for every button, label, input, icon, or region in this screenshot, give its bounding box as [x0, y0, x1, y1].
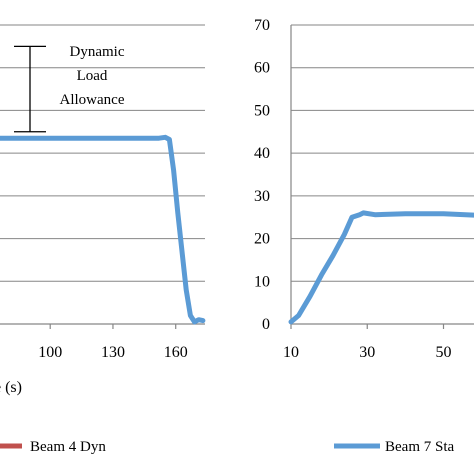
right-x-tick-label: 50 — [436, 344, 452, 361]
right-y-tick-label: 0 — [262, 316, 270, 333]
left-x-tick-label: 130 — [101, 344, 125, 361]
annotation-line-load: Load — [77, 68, 108, 84]
right-y-tick-label: 40 — [254, 145, 270, 162]
legend: Beam 4 Dyn Beam 7 Sta — [0, 439, 454, 455]
right-y-tick-label: 30 — [254, 188, 270, 205]
annotation-line-dynamic: Dynamic — [70, 44, 125, 60]
annotation-line-allowance: Allowance — [60, 92, 125, 108]
legend-label-beam-4-dyn: Beam 4 Dyn — [30, 439, 106, 455]
right-series-line — [288, 210, 474, 325]
dynamic-load-allowance-annotation: Dynamic Load Allowance — [14, 44, 125, 133]
right-x-tick-label: 10 — [283, 344, 299, 361]
left-x-tick-label: 100 — [38, 344, 62, 361]
right-y-tick-label: 20 — [254, 231, 270, 248]
legend-label-beam-7-sta: Beam 7 Sta — [385, 439, 454, 455]
right-x-tick-label: 30 — [359, 344, 375, 361]
left-plot-area: 100 130 160 — [0, 24, 206, 361]
right-y-tick-label: 10 — [254, 273, 270, 290]
right-y-tick-label: 50 — [254, 102, 270, 119]
left-x-axis-label: e (s) — [0, 379, 22, 396]
right-y-tick-label: 70 — [254, 17, 270, 34]
right-y-tick-label: 60 — [254, 60, 270, 77]
right-plot-area: 0 10 20 30 40 50 60 70 10 30 50 — [254, 17, 474, 361]
left-series-line — [0, 134, 206, 325]
left-x-tick-label: 160 — [164, 344, 188, 361]
